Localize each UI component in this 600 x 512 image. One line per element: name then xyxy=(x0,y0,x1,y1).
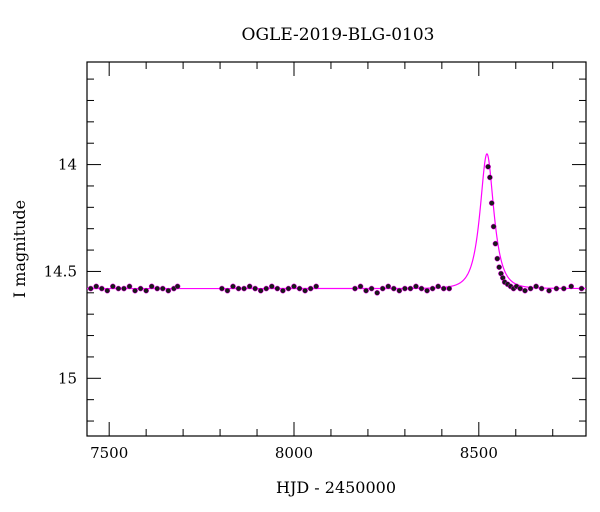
data-point xyxy=(522,287,528,294)
data-point xyxy=(241,285,247,292)
data-point xyxy=(429,285,436,292)
data-point xyxy=(402,285,408,292)
data-point xyxy=(568,283,575,290)
data-point xyxy=(485,163,491,170)
data-point xyxy=(533,283,539,290)
data-point xyxy=(424,287,430,294)
data-point xyxy=(496,264,502,271)
data-point xyxy=(257,287,264,294)
data-point xyxy=(413,283,419,290)
data-point xyxy=(368,285,375,292)
data-point xyxy=(517,285,524,292)
data-point xyxy=(446,285,453,292)
data-point xyxy=(560,285,567,292)
data-point xyxy=(219,285,225,292)
data-point xyxy=(285,285,292,292)
data-point xyxy=(492,240,499,247)
data-point xyxy=(132,287,138,294)
data-point xyxy=(252,285,259,292)
data-point xyxy=(296,285,303,292)
data-point xyxy=(137,285,144,292)
data-point xyxy=(488,200,495,206)
tick-labels: 7500 8000 8500 14 14.5 15 xyxy=(44,156,498,462)
data-point xyxy=(87,285,94,292)
data-point xyxy=(385,283,392,290)
data-point xyxy=(165,287,172,294)
data-point xyxy=(553,285,560,292)
data-point xyxy=(302,287,308,294)
chart-title: OGLE-2019-BLG-0103 xyxy=(242,25,435,45)
plot-frame xyxy=(86,61,587,437)
model-curve xyxy=(87,153,586,290)
data-point xyxy=(440,285,447,292)
data-point xyxy=(93,283,100,290)
data-point xyxy=(435,283,441,290)
data-point xyxy=(154,285,161,292)
data-point xyxy=(307,285,314,292)
data-point xyxy=(291,283,297,290)
data-point xyxy=(159,285,166,292)
data-point xyxy=(268,283,275,290)
data-point xyxy=(224,287,231,294)
data-point xyxy=(494,255,501,262)
axis-ticks xyxy=(87,62,586,436)
data-point xyxy=(490,223,497,230)
data-point xyxy=(578,285,585,292)
x-tick-label: 8000 xyxy=(275,444,313,462)
data-point xyxy=(98,285,105,292)
data-point xyxy=(527,285,534,292)
data-point xyxy=(126,283,133,290)
data-point xyxy=(263,285,270,292)
data-point xyxy=(280,287,286,294)
data-point xyxy=(110,283,116,290)
data-point xyxy=(104,287,111,294)
data-point xyxy=(174,283,181,290)
data-point xyxy=(538,285,545,292)
data-point xyxy=(374,289,381,296)
data-point xyxy=(418,285,425,292)
data-point xyxy=(230,283,236,290)
data-point xyxy=(352,285,358,292)
y-tick-label: 14 xyxy=(58,156,77,174)
data-points xyxy=(87,163,585,296)
data-point xyxy=(143,287,149,294)
data-point xyxy=(487,174,493,181)
data-point xyxy=(363,287,369,294)
data-point xyxy=(407,285,414,292)
data-point xyxy=(390,285,397,292)
x-tick-label: 7500 xyxy=(90,444,128,462)
data-point xyxy=(379,285,386,292)
data-point xyxy=(246,283,253,290)
data-point xyxy=(546,287,552,294)
data-point xyxy=(274,285,281,292)
y-tick-label: 15 xyxy=(58,369,77,387)
y-tick-label: 14.5 xyxy=(44,262,77,280)
data-point xyxy=(357,283,364,290)
x-tick-label: 8500 xyxy=(460,444,498,462)
y-axis-label: I magnitude xyxy=(10,200,29,298)
data-point xyxy=(115,285,122,292)
x-axis-label: HJD - 2450000 xyxy=(276,478,396,497)
data-point xyxy=(396,287,403,294)
data-point xyxy=(121,285,127,292)
data-point xyxy=(148,283,155,290)
data-point xyxy=(313,283,320,290)
data-point xyxy=(235,285,242,292)
